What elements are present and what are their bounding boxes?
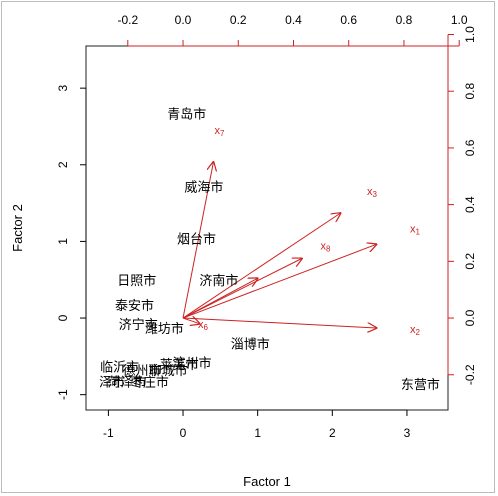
right-tick-label: 0.0 (463, 309, 477, 326)
loading-arrow (183, 317, 376, 328)
right-tick-label: 1.0 (463, 26, 477, 43)
right-tick-label: 0.4 (463, 196, 477, 213)
score-point-label: 滨州市 (172, 356, 211, 372)
score-point-label: 枣庄市 (130, 375, 169, 391)
y-tick-label: -1 (56, 389, 70, 400)
top-tick-label: 0.8 (396, 13, 413, 27)
loading-arrow (182, 278, 258, 319)
score-point-label: 日照市 (117, 273, 156, 289)
score-point-label: 济宁市 (119, 317, 158, 333)
top-tick-label: 0.2 (230, 13, 247, 27)
loading-label: x8 (321, 240, 332, 253)
score-point-label: 菏泽市 (108, 375, 147, 391)
score-point-label: 烟台市 (177, 231, 216, 247)
loading-arrow (182, 213, 340, 319)
loading-label: x1 (410, 223, 421, 236)
score-point-label: 潍坊市 (145, 321, 184, 337)
score-point-label: 临沂市 (100, 359, 139, 375)
x-axis-label: Factor 1 (243, 474, 291, 489)
score-point-label: 威海市 (184, 179, 223, 195)
loading-arrow (182, 318, 200, 324)
score-point-label: 聊城市 (149, 363, 188, 379)
y-axis-label: Factor 2 (10, 204, 25, 252)
top-tick-label: 1.0 (451, 13, 468, 27)
top-tick-label: 0.6 (340, 13, 357, 27)
loading-label: x6 (198, 319, 209, 332)
score-point-label: 青岛市 (167, 106, 206, 122)
loading-label: x7 (215, 125, 226, 138)
score-point-label: 德州市 (122, 363, 161, 379)
right-tick-label: -0.2 (463, 364, 477, 385)
right-tick-label: 0.6 (463, 139, 477, 156)
x-tick-label: 0 (180, 426, 187, 440)
left-axis: -1 0 1 2 3 (56, 84, 87, 400)
x-tick-label: -1 (103, 426, 114, 440)
loading-arrow (182, 162, 213, 319)
bottom-axis: -1 0 1 2 3 (103, 409, 411, 440)
score-point-label: 泰安市 (115, 298, 154, 314)
plot-area (85, 45, 449, 411)
y-tick-label: 1 (56, 238, 70, 245)
loading-label: x3 (367, 186, 378, 199)
y-tick-label: 0 (56, 314, 70, 321)
x-tick-label: 1 (254, 426, 261, 440)
score-point-label: 莱芜市 (160, 357, 199, 373)
right-tick-label: 0.8 (463, 83, 477, 100)
x-tick-label: 3 (404, 426, 411, 440)
loading-arrow (182, 244, 376, 319)
right-tick-label: 0.2 (463, 253, 477, 270)
score-point-label: 东营市 (401, 377, 440, 393)
score-point-label: 济南市 (199, 273, 238, 289)
top-tick-label: 0.4 (285, 13, 302, 27)
loading-label: x2 (410, 324, 421, 337)
top-axis: -0.2 0.0 0.2 0.4 0.6 0.8 1.0 (117, 13, 468, 47)
right-axis: -0.2 0.0 0.2 0.4 0.6 0.8 1.0 (447, 26, 477, 385)
score-point-label: 泽市 (99, 375, 125, 391)
y-tick-label: 2 (56, 161, 70, 168)
loading-arrow (182, 258, 302, 319)
top-tick-label: -0.2 (117, 13, 138, 27)
loading-arrows: x1 x2 x3 x6 x7 x8 (182, 125, 421, 337)
x-tick-label: 2 (329, 426, 336, 440)
score-point-label: 淄博市 (231, 336, 270, 352)
top-tick-label: 0.0 (175, 13, 192, 27)
y-tick-label: 3 (56, 84, 70, 91)
